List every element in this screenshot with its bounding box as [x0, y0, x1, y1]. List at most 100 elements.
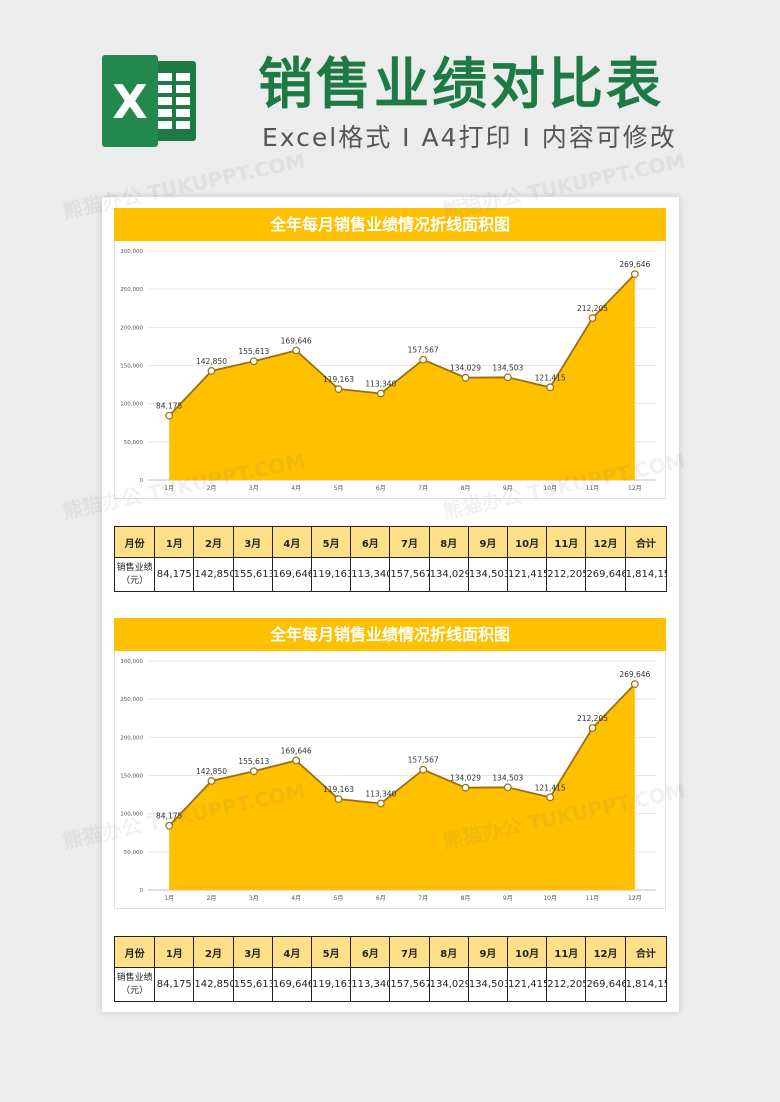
x-tick-label: 4月	[291, 895, 301, 902]
data-label: 155,613	[238, 347, 269, 356]
x-tick-label: 3月	[249, 485, 259, 492]
data-point	[334, 385, 343, 393]
x-tick-label: 6月	[376, 895, 386, 902]
y-tick-label: 250,000	[120, 697, 143, 703]
sales-table-1: 月份 1月 2月 3月 4月 5月 6月 7月 8月 9月 10月 11月 12月 合计 销售业绩 （元） 84…	[113, 526, 668, 592]
y-tick-label: 200,000	[120, 325, 143, 331]
value-cell: 119,163	[311, 557, 352, 592]
y-tick-label: 300,000	[120, 659, 143, 665]
data-label: 121,415	[535, 373, 566, 382]
x-tick-label: 9月	[503, 485, 513, 492]
total-cell: 1,814,152	[624, 967, 668, 1002]
chart-plot-area: 0 50,000 100,000 150,000 200,000 250,000 300,0…	[114, 241, 666, 499]
data-point	[419, 765, 428, 774]
value-cell: 84,175	[154, 967, 195, 1002]
header-cell-month-label: 月份	[113, 936, 156, 968]
x-tick-label: 3月	[249, 895, 259, 902]
logo-letter: X	[112, 75, 147, 129]
value-cell: 134,029	[428, 967, 469, 1002]
table-row: 销售业绩 （元） 84,175 142,850 155,613 169,646 119,16…	[113, 557, 668, 592]
data-point	[165, 821, 174, 830]
x-tick-label: 1月	[164, 895, 174, 902]
data-point	[546, 793, 555, 802]
data-label: 134,029	[450, 774, 481, 783]
data-label: 113,340	[365, 379, 396, 388]
value-cell: 121,415	[507, 557, 548, 592]
x-tick-label: 10月	[543, 895, 557, 902]
data-point	[376, 389, 385, 398]
header-cell: 4月	[271, 526, 313, 558]
series-line	[168, 683, 636, 827]
data-label: 84,175	[156, 812, 182, 821]
x-tick-label: 8月	[461, 895, 471, 902]
area-chart: 0 50,000 100,000 150,000 200,000 250,000 300,0…	[120, 249, 656, 492]
x-tick-label: 12月	[628, 895, 642, 902]
header-cell: 5月	[311, 526, 352, 558]
value-cell: 212,205	[546, 557, 587, 592]
header-cell: 12月	[585, 936, 626, 968]
y-tick-label: 0	[140, 478, 144, 484]
y-tick-label: 200,000	[120, 735, 143, 741]
value-cell: 84,175	[154, 557, 195, 592]
header-cell: 10月	[507, 936, 548, 968]
data-label: 169,646	[281, 747, 312, 756]
data-label: 84,175	[156, 402, 182, 411]
y-tick-label: 100,000	[120, 402, 143, 408]
x-tick-label: 8月	[461, 485, 471, 492]
data-point	[207, 777, 216, 785]
header-cell: 9月	[467, 936, 509, 968]
x-tick-label: 4月	[291, 485, 301, 492]
page-header: X 销售业绩对比表 Excel格式 I A4打印 I 内容可修改	[0, 0, 780, 190]
data-point	[249, 357, 258, 366]
value-cell: 121,415	[507, 967, 548, 1002]
y-tick-label: 0	[140, 888, 144, 894]
table-header-row: 月份 1月 2月 3月 4月 5月 6月 7月 8月 9月 10月 11月 12月 合计	[113, 936, 668, 968]
value-cell: 157,567	[389, 967, 430, 1002]
header-cell: 11月	[546, 526, 587, 558]
data-label: 212,205	[577, 304, 608, 313]
row-label-unit: （元）	[121, 985, 149, 996]
data-point	[165, 411, 174, 420]
value-cell: 113,340	[350, 557, 391, 592]
value-cell: 155,613	[232, 967, 273, 1002]
value-cell: 169,646	[271, 557, 313, 592]
data-point	[376, 799, 385, 808]
excel-logo-icon: X	[102, 55, 196, 147]
data-point	[588, 314, 597, 322]
value-cell: 157,567	[389, 557, 430, 592]
data-point	[292, 756, 301, 765]
value-cell: 134,029	[428, 557, 469, 592]
value-cell: 169,646	[271, 967, 313, 1002]
header-cell: 1月	[154, 936, 195, 968]
data-label: 269,646	[619, 260, 650, 269]
data-label: 212,205	[577, 714, 608, 723]
header-cell: 12月	[585, 526, 626, 558]
data-label: 119,163	[323, 785, 354, 794]
chart-title: 全年每月销售业绩情况折线面积图	[114, 618, 666, 651]
header-cell: 6月	[350, 526, 391, 558]
x-tick-label: 5月	[334, 485, 344, 492]
y-tick-label: 100,000	[120, 812, 143, 818]
value-cell: 269,646	[585, 967, 626, 1002]
y-tick-label: 50,000	[124, 440, 144, 446]
page-subtitle: Excel格式 I A4打印 I 内容可修改	[262, 123, 677, 152]
data-point	[630, 680, 639, 689]
row-label-unit: （元）	[121, 575, 149, 586]
data-label: 269,646	[619, 670, 650, 679]
area-chart: 0 50,000 100,000 150,000 200,000 250,000 300,0…	[120, 659, 656, 902]
value-cell: 134,503	[467, 557, 509, 592]
series-line	[168, 273, 636, 417]
page-title: 销售业绩对比表	[258, 52, 665, 116]
header-cell: 11月	[546, 936, 587, 968]
data-label: 157,567	[408, 756, 439, 765]
data-point	[419, 355, 428, 364]
data-label: 121,415	[535, 783, 566, 792]
y-tick-label: 300,000	[120, 249, 143, 255]
x-tick-label: 11月	[586, 485, 600, 492]
chart-panel-2: 全年每月销售业绩情况折线面积图 0 50,000 100,000 150,000 200…	[114, 618, 666, 909]
header-cell: 合计	[624, 936, 668, 968]
value-cell: 269,646	[585, 557, 626, 592]
y-tick-label: 150,000	[120, 364, 143, 370]
value-cell: 134,503	[467, 967, 509, 1002]
value-cell: 142,850	[193, 557, 234, 592]
